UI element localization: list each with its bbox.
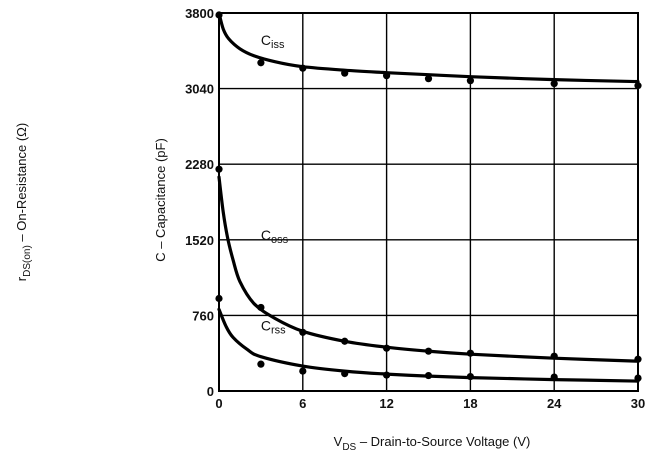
data-point-crss <box>383 371 391 379</box>
data-point-ciss <box>466 77 474 85</box>
data-point-coss <box>383 344 391 352</box>
data-point-ciss <box>299 64 307 72</box>
y-tick-label: 1520 <box>185 233 214 248</box>
curve-ciss <box>217 11 640 84</box>
data-point-ciss <box>257 59 265 67</box>
x-axis-label: VDS – Drain-to-Source Voltage (V) <box>334 434 531 453</box>
y-tick-label: 760 <box>192 308 214 323</box>
data-point-crss <box>341 369 349 378</box>
x-tick-labels: 0 6 12 18 24 30 <box>215 396 645 411</box>
y-tick-label: 3040 <box>185 82 214 97</box>
secondary-y-axis-label-sub: DS(on) <box>22 245 33 277</box>
series-label-ciss: Ciss <box>261 32 285 51</box>
series-labels: Ciss Coss Crss <box>261 32 289 336</box>
series-label-crss: Crss <box>261 317 286 336</box>
secondary-y-axis-label-main: r <box>14 276 29 281</box>
x-tick-label: 24 <box>547 396 562 411</box>
x-tick-label: 18 <box>463 396 477 411</box>
plot-frame <box>218 12 639 392</box>
data-point-coss <box>466 349 474 357</box>
x-tick-label: 12 <box>379 396 393 411</box>
data-point-crss <box>257 360 265 368</box>
y-tick-label: 2280 <box>185 157 214 172</box>
data-point-ciss <box>424 75 433 83</box>
data-point-crss <box>424 371 433 380</box>
data-point-coss <box>550 352 558 360</box>
y-tick-label: 3800 <box>185 6 214 21</box>
curve-crss <box>217 307 640 383</box>
x-tick-label: 30 <box>631 396 645 411</box>
y-axis-label: C – Capacitance (pF) <box>153 138 168 262</box>
secondary-y-axis-label: rDS(on) – On-Resistance (Ω) <box>14 123 33 281</box>
secondary-y-axis-label-rest: – On-Resistance (Ω) <box>14 123 29 245</box>
data-point-ciss <box>341 69 349 77</box>
data-point-crss <box>550 373 558 381</box>
data-point-ciss <box>550 80 558 88</box>
y-tick-labels: 0 760 1520 2280 3040 3800 <box>185 6 214 399</box>
data-point-crss <box>299 367 307 375</box>
series-label-coss: Coss <box>261 227 289 246</box>
data-point-coss <box>299 328 307 336</box>
x-tick-label: 6 <box>299 396 306 411</box>
data-point-coss <box>257 303 265 312</box>
x-axis-label-rest: – Drain-to-Source Voltage (V) <box>356 434 530 449</box>
x-axis-label-sub: DS <box>342 442 356 453</box>
data-point-ciss <box>383 72 391 80</box>
x-axis-label-main: V <box>334 434 343 449</box>
data-point-crss <box>466 372 474 381</box>
data-point-coss <box>341 337 349 345</box>
curve-coss <box>217 175 640 363</box>
data-point-coss <box>424 347 433 355</box>
y-tick-label: 0 <box>207 384 214 399</box>
series-curves <box>217 11 640 383</box>
x-tick-label: 0 <box>215 396 222 411</box>
